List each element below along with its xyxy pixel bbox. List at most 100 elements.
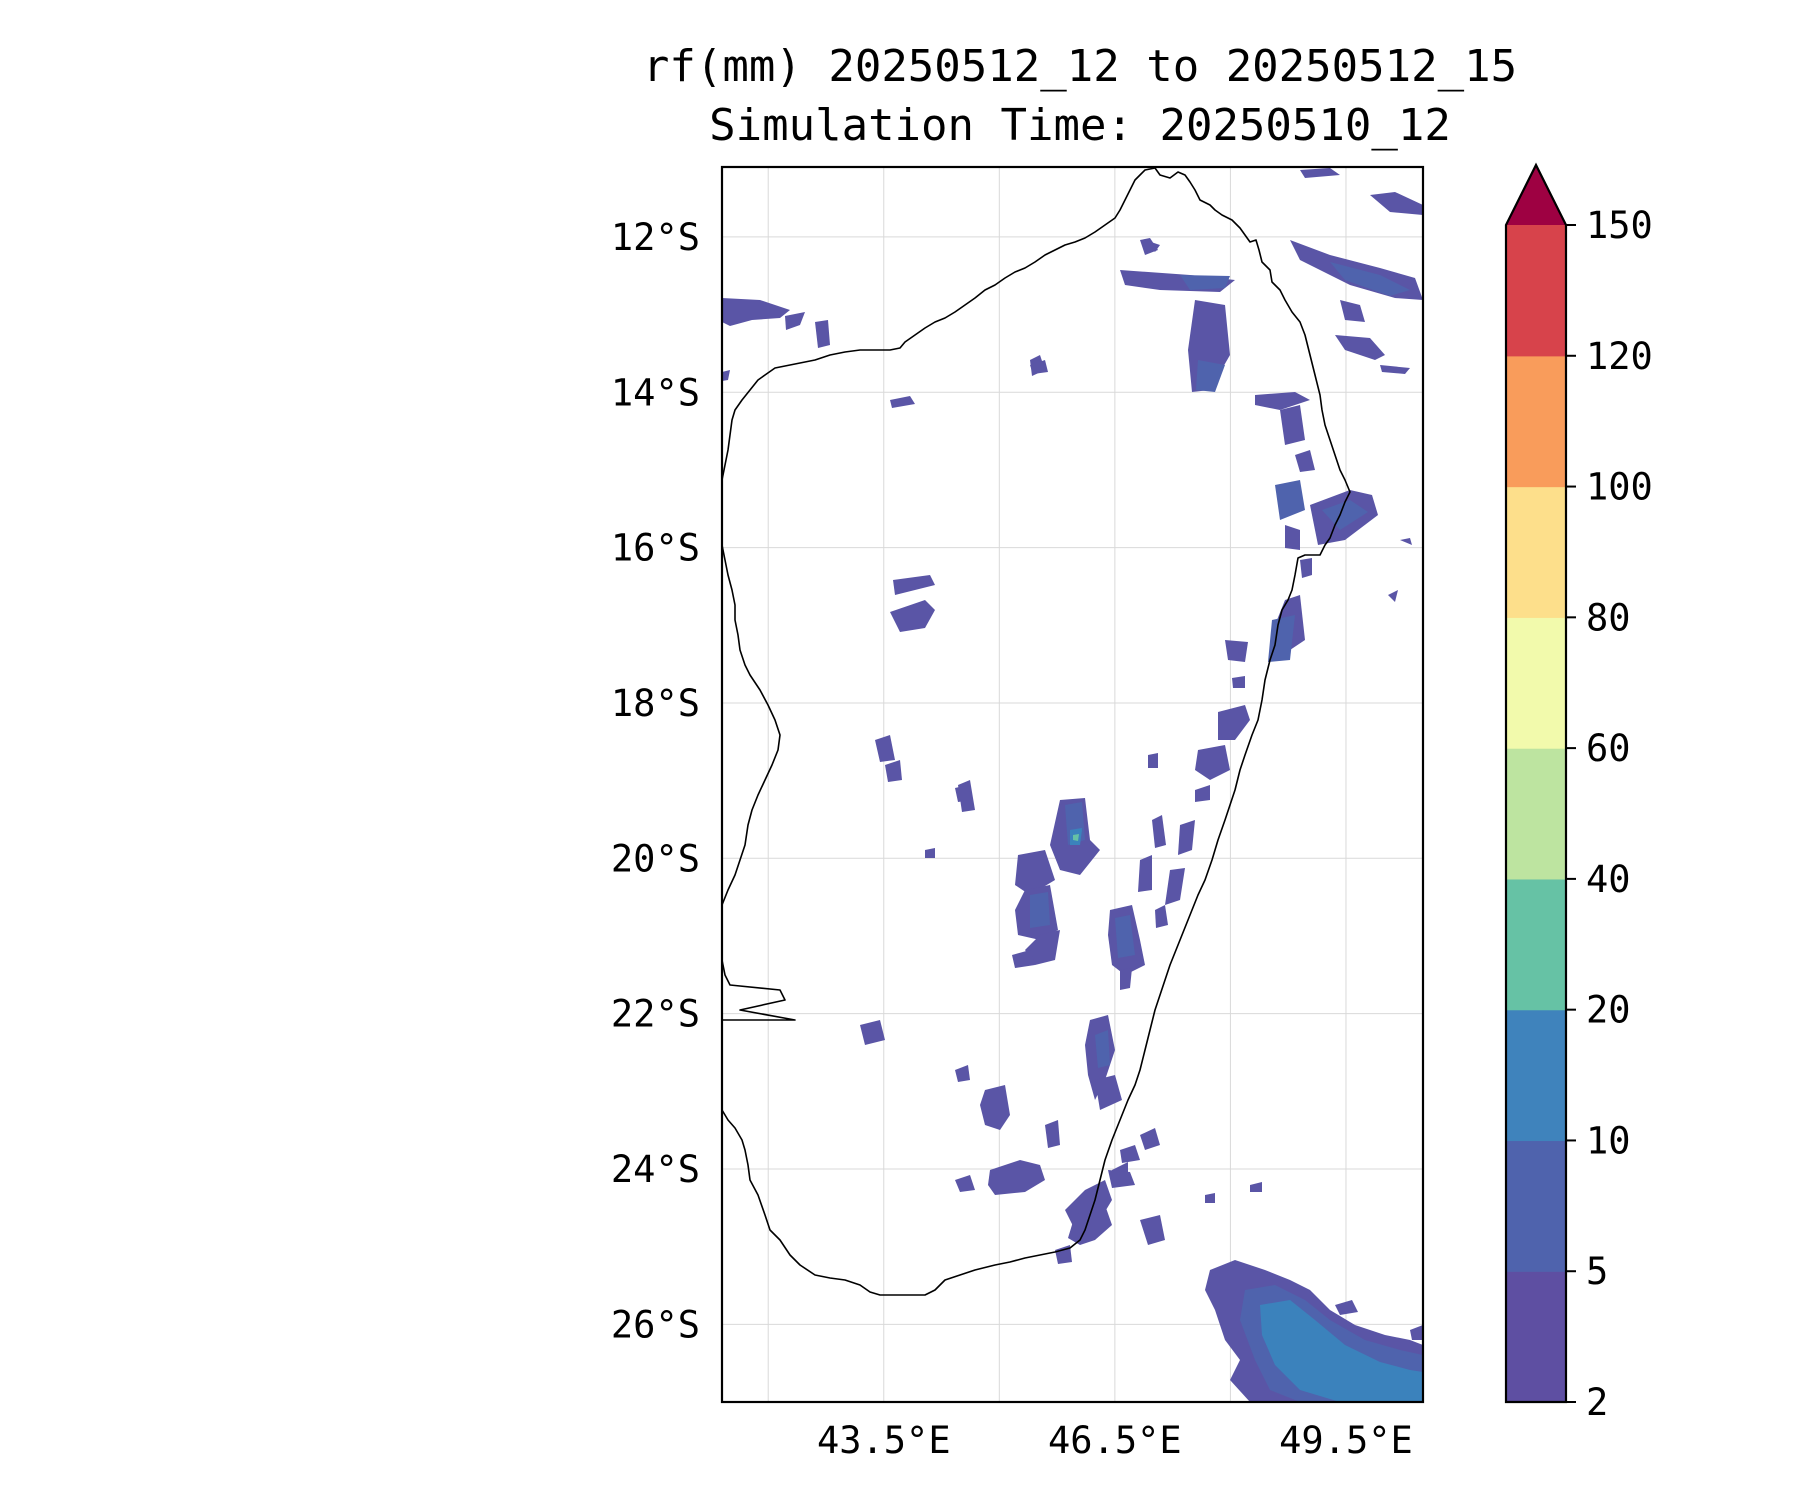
rain-patch [1030, 892, 1050, 928]
rain-patch [1205, 1193, 1215, 1203]
map-background [722, 167, 1423, 1402]
rain-patch [988, 1160, 1045, 1195]
rain-patch [1285, 525, 1300, 550]
colorbar-tick-label: 150 [1586, 204, 1653, 247]
colorbar: 2 5 10 20 40 60 80 100 120 150 [1504, 162, 1653, 1424]
figure-title-line-2: Simulation Time: 20250510_12 [709, 100, 1451, 151]
colorbar-tick-label: 100 [1586, 466, 1653, 509]
colorbar-extend-arrow [1506, 165, 1566, 225]
rain-patch [1148, 753, 1158, 768]
lat-tick-label: 12°S [611, 216, 700, 259]
rain-patch [1322, 500, 1368, 530]
rain-patch [1388, 590, 1398, 602]
colorbar-segment [1506, 748, 1566, 880]
colorbar-tick-label: 120 [1586, 335, 1653, 378]
rain-patch [1030, 360, 1048, 374]
colorbar-tick-label: 60 [1586, 727, 1631, 770]
colorbar-segment [1506, 878, 1566, 1011]
rain-patch [1140, 238, 1158, 255]
rain-patch [1195, 785, 1210, 802]
rain-patch [1275, 480, 1305, 520]
colorbar-segment [1506, 617, 1566, 749]
colorbar-tick-label: 2 [1586, 1381, 1608, 1424]
rain-patch [1108, 1170, 1135, 1188]
rainfall-field [722, 168, 1423, 1402]
rain-patch [890, 600, 935, 632]
map-ticks: 12°S 14°S 16°S 18°S 20°S 22°S 24°S 26°S 43.5°E 46… [611, 216, 1413, 1462]
figure-title-line-1: rf(mm) 20250512_12 to 20250512_15 [643, 41, 1517, 92]
rain-patch [1165, 868, 1185, 905]
rain-patch [815, 320, 830, 348]
rain-patch [1115, 915, 1135, 958]
rain-patch [955, 1065, 970, 1082]
rain-patch [1140, 1128, 1160, 1150]
rain-patch [875, 735, 895, 762]
rain-patch [1225, 640, 1248, 662]
rain-patch [885, 760, 902, 782]
rain-patch [980, 1085, 1010, 1130]
map-frame [720, 165, 1425, 1404]
rain-patch [1025, 930, 1060, 965]
rain-patch [1260, 1300, 1423, 1402]
rain-patch [1138, 855, 1152, 892]
rain-patch [893, 575, 935, 595]
rain-patch [1280, 405, 1305, 445]
map-axes: 12°S 14°S 16°S 18°S 20°S 22°S 24°S 26°S 43.5°E 46… [611, 165, 1425, 1462]
rain-patch [1255, 392, 1310, 410]
rain-patch [1218, 705, 1250, 740]
rain-patch [1155, 905, 1168, 928]
rain-patch [1095, 1075, 1122, 1110]
rain-patch [1152, 815, 1166, 848]
rain-patch [1145, 240, 1160, 252]
rain-patch [1180, 275, 1230, 290]
rain-patch [785, 312, 805, 330]
rain-patch [955, 1175, 975, 1192]
rain-patch [1068, 1205, 1112, 1245]
lon-tick-label: 46.5°E [1048, 1419, 1182, 1462]
rain-patch [1250, 1182, 1262, 1192]
colorbar-segment [1506, 1271, 1566, 1403]
rain-patch [1300, 168, 1340, 178]
rain-patch [1055, 1245, 1072, 1264]
rain-patch [1335, 335, 1385, 360]
rain-patch [722, 298, 790, 326]
lon-tick-label: 43.5°E [817, 1419, 951, 1462]
rain-patch [1268, 615, 1295, 662]
colorbar-tick-label: 5 [1586, 1250, 1608, 1293]
rain-patch [955, 785, 972, 802]
lat-tick-label: 24°S [611, 1148, 700, 1191]
rain-patch [1195, 745, 1230, 780]
lat-tick-label: 18°S [611, 682, 700, 725]
coastlines [722, 167, 1351, 1296]
rain-patch [1015, 850, 1055, 895]
rain-patch [1400, 538, 1412, 545]
rain-patch [1370, 192, 1423, 215]
rain-patch [1196, 360, 1225, 392]
lat-tick-label: 16°S [611, 527, 700, 570]
colorbar-tick-label: 20 [1586, 989, 1631, 1032]
rain-patch [1095, 1030, 1110, 1068]
colorbar-segment [1506, 1009, 1566, 1142]
rain-patch [1012, 950, 1035, 968]
rain-patch [1120, 968, 1132, 990]
colorbar-tick-label: 10 [1586, 1119, 1631, 1162]
rain-patch [1300, 558, 1312, 578]
lat-tick-label: 20°S [611, 837, 700, 880]
lat-tick-label: 22°S [611, 993, 700, 1036]
rain-patch [1073, 834, 1079, 841]
colorbar-segment [1506, 1140, 1566, 1272]
lat-tick-label: 14°S [611, 371, 700, 414]
rain-patch [890, 396, 915, 408]
rain-patch [1140, 1215, 1165, 1245]
rain-patch [1295, 450, 1315, 472]
colorbar-tick-label: 40 [1586, 858, 1631, 901]
lon-tick-label: 49.5°E [1279, 1419, 1413, 1462]
rain-patch [1340, 300, 1365, 322]
rain-patch [925, 848, 935, 858]
rain-patch [1178, 820, 1195, 855]
madagascar-coastline [722, 167, 1351, 1296]
colorbar-segment [1506, 225, 1566, 357]
colorbar-segment [1506, 355, 1566, 488]
colorbar-tick-label: 80 [1586, 596, 1631, 639]
